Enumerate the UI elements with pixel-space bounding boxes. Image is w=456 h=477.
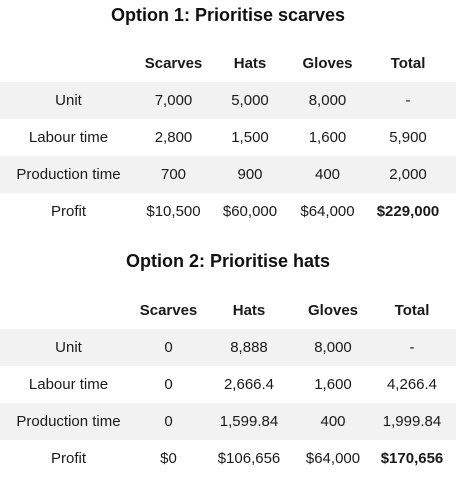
cell-hats: 8,888 [230, 339, 268, 356]
row-label: Production time [16, 413, 121, 430]
cell-total: - [405, 92, 411, 109]
table-row: Profit $0 $106,656 $64,000 $170,656 [0, 440, 456, 477]
header-gloves: Gloves [307, 302, 359, 319]
option1-table: Scarves Hats Gloves Total Unit 7,000 5,0… [0, 45, 456, 230]
row-label: Profit [50, 450, 86, 467]
cell-scarves: 700 [160, 166, 187, 183]
row-label: Production time [16, 166, 121, 183]
row-label: Labour time [28, 129, 109, 146]
cell-total: 2,000 [389, 166, 427, 183]
table-row: Production time 0 1,599.84 400 1,999.84 [0, 403, 456, 440]
cell-scarves: 7,000 [154, 92, 193, 109]
cell-scarves: 0 [164, 413, 173, 430]
cell-gloves: $64,000 [300, 203, 355, 220]
header-scarves: Scarves [144, 55, 203, 72]
header-total: Total [390, 55, 426, 72]
row-label: Unit [55, 92, 82, 109]
cell-gloves: 400 [320, 413, 346, 430]
cell-scarves: $0 [160, 450, 177, 467]
cell-hats: $60,000 [222, 203, 278, 220]
cell-hats: 1,500 [231, 129, 269, 146]
header-hats: Hats [233, 55, 267, 72]
option2-title: Option 2: Prioritise hats [125, 251, 331, 271]
cell-gloves: 8,000 [308, 92, 347, 109]
table-row: Production time 700 900 400 2,000 [0, 156, 456, 193]
table-row: Labour time 2,800 1,500 1,600 5,900 [0, 119, 456, 156]
cell-scarves: $10,500 [146, 203, 201, 220]
row-label: Profit [50, 203, 86, 220]
cell-total-profit: $229,000 [376, 203, 440, 220]
option1-title: Option 1: Prioritise scarves [110, 5, 346, 25]
cell-hats: 2,666.4 [223, 376, 275, 393]
cell-total-profit: $170,656 [380, 450, 444, 467]
cell-gloves: $64,000 [305, 450, 361, 467]
cell-hats: $106,656 [217, 450, 281, 467]
header-cell-empty [0, 45, 137, 82]
cell-scarves: 2,800 [154, 129, 193, 146]
cell-gloves: 1,600 [314, 376, 352, 393]
cell-hats: 1,599.84 [219, 413, 279, 430]
table-row: Labour time 0 2,666.4 1,600 4,266.4 [0, 366, 456, 403]
option2-table: Scarves Hats Gloves Total Unit 0 8,888 8… [0, 292, 456, 477]
table-header-row: Scarves Hats Gloves Total [0, 45, 456, 82]
cell-hats: 5,000 [231, 92, 269, 109]
header-hats: Hats [232, 302, 266, 319]
header-gloves: Gloves [302, 55, 353, 72]
cell-gloves: 1,600 [308, 129, 347, 146]
cell-gloves: 400 [314, 166, 341, 183]
cell-total: 1,999.84 [382, 413, 442, 430]
row-label: Labour time [28, 376, 109, 393]
table-row: Profit $10,500 $60,000 $64,000 $229,000 [0, 193, 456, 230]
table-header-row: Scarves Hats Gloves Total [0, 292, 456, 329]
cell-scarves: 0 [164, 339, 173, 356]
table-row: Unit 7,000 5,000 8,000 - [0, 82, 456, 119]
cell-scarves: 0 [164, 376, 173, 393]
cell-total: 5,900 [389, 129, 427, 146]
cell-gloves: 8,000 [314, 339, 352, 356]
cell-total: 4,266.4 [386, 376, 438, 393]
row-label: Unit [55, 339, 82, 356]
header-total: Total [394, 302, 430, 319]
table-row: Unit 0 8,888 8,000 - [0, 329, 456, 366]
header-scarves: Scarves [139, 302, 198, 319]
header-cell-empty [0, 292, 137, 329]
cell-total: - [409, 339, 415, 356]
cell-hats: 900 [237, 166, 263, 183]
